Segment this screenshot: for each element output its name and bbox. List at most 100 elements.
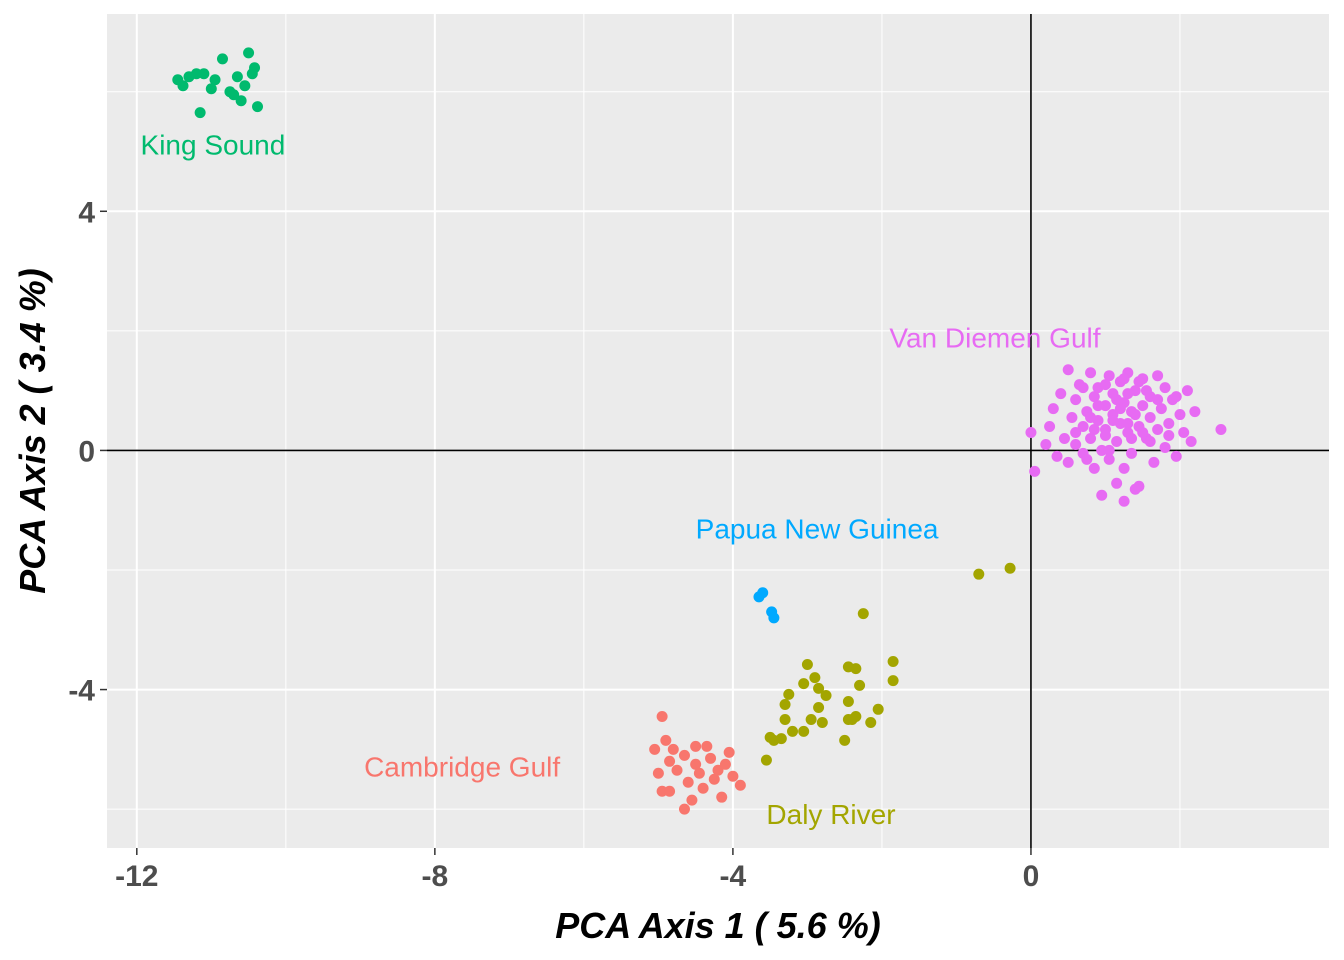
data-point: [1103, 453, 1115, 465]
data-point: [712, 764, 724, 776]
data-point: [779, 699, 791, 711]
data-point: [1088, 424, 1100, 436]
data-point: [1140, 385, 1152, 397]
data-point: [846, 713, 858, 725]
data-point: [1144, 412, 1156, 424]
x-tick-label: 0: [1023, 860, 1040, 893]
data-point: [1004, 562, 1016, 574]
data-point: [697, 782, 709, 794]
data-point: [779, 713, 791, 725]
data-point: [660, 734, 672, 746]
data-point: [656, 710, 668, 722]
data-point: [1029, 465, 1041, 477]
data-point: [783, 688, 795, 700]
data-point: [1103, 444, 1115, 456]
data-point: [1085, 432, 1097, 444]
cluster-label: Papua New Guinea: [696, 513, 939, 544]
data-point: [690, 758, 702, 770]
x-axis-title: PCA Axis 1 ( 5.6 %): [555, 905, 880, 946]
data-points: [172, 47, 1227, 815]
data-point: [177, 80, 189, 92]
data-point: [809, 672, 821, 684]
x-tick-label: -8: [422, 860, 449, 893]
data-point: [757, 587, 769, 599]
data-point: [734, 779, 746, 791]
y-tick-label: 4: [78, 196, 95, 229]
data-point: [249, 62, 261, 74]
data-point: [705, 752, 717, 764]
data-point: [801, 658, 813, 670]
cluster-label: King Sound: [141, 129, 286, 160]
data-point: [865, 716, 877, 728]
data-point: [1070, 426, 1082, 438]
data-point: [1178, 426, 1190, 438]
cluster-labels: King Sound Van Diemen Gulf Papua New Guine…: [141, 129, 1101, 830]
data-point: [1058, 432, 1070, 444]
data-point: [764, 731, 776, 743]
data-point: [693, 767, 705, 779]
data-point: [872, 703, 884, 715]
data-point: [1111, 394, 1123, 406]
data-point: [671, 764, 683, 776]
data-point: [887, 675, 899, 687]
series-van-diemen-gulf: [1025, 364, 1227, 507]
data-point: [1215, 424, 1227, 436]
cluster-label: Van Diemen Gulf: [889, 323, 1100, 354]
data-point: [716, 791, 728, 803]
data-point: [708, 773, 720, 785]
data-point: [1085, 412, 1097, 424]
data-point: [1070, 394, 1082, 406]
data-point: [727, 770, 739, 782]
data-point: [1129, 483, 1141, 495]
data-point: [1170, 391, 1182, 403]
data-point: [1088, 462, 1100, 474]
data-point: [1025, 426, 1037, 438]
data-point: [1103, 370, 1115, 382]
data-point: [1092, 400, 1104, 412]
data-point: [243, 47, 255, 59]
data-point: [1122, 418, 1134, 430]
data-point: [816, 716, 828, 728]
data-point: [1170, 450, 1182, 462]
series-cambridge-gulf: [649, 710, 746, 815]
data-point: [231, 71, 243, 83]
data-point: [1088, 391, 1100, 403]
data-point: [1174, 409, 1186, 421]
x-tick-label: -4: [720, 860, 747, 893]
data-point: [1066, 412, 1078, 424]
y-axis-ticks: -4 0 4: [68, 196, 107, 708]
data-point: [1129, 409, 1141, 421]
data-point: [1126, 432, 1138, 444]
data-point: [1181, 385, 1193, 397]
cluster-label: Cambridge Gulf: [364, 751, 560, 782]
data-point: [1085, 367, 1097, 379]
data-point: [1070, 438, 1082, 450]
series-papua-new-guinea: [753, 587, 780, 624]
data-point: [857, 608, 869, 620]
data-point: [1159, 382, 1171, 394]
series-daly-river: [760, 562, 1016, 766]
data-point: [813, 702, 825, 714]
data-point: [678, 749, 690, 761]
data-point: [1077, 382, 1089, 394]
cluster-label: Daly River: [766, 799, 895, 830]
data-point: [252, 101, 264, 113]
data-point: [1107, 415, 1119, 427]
data-point: [1096, 489, 1108, 501]
data-point: [664, 785, 676, 797]
series-king-sound: [172, 47, 264, 119]
data-point: [1062, 364, 1074, 376]
data-point: [813, 682, 825, 694]
data-point: [194, 107, 206, 119]
data-point: [1055, 388, 1067, 400]
data-point: [719, 758, 731, 770]
data-point: [887, 655, 899, 667]
data-point: [649, 743, 661, 755]
y-axis-title: PCA Axis 2 ( 3.4 %): [12, 268, 53, 593]
data-point: [216, 53, 228, 65]
data-point: [820, 690, 832, 702]
data-point: [839, 734, 851, 746]
x-tick-label: -12: [115, 860, 158, 893]
data-point: [198, 68, 210, 80]
data-point: [239, 80, 251, 92]
